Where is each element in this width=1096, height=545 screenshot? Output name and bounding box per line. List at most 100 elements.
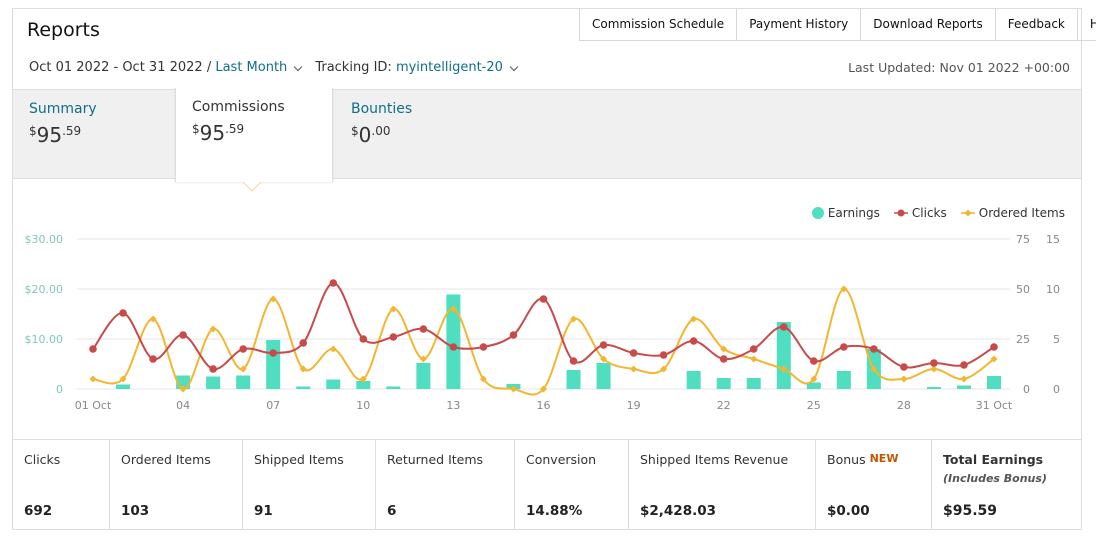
clicks-point [689,337,698,345]
new-badge: NEW [869,452,899,465]
earnings-bar [116,384,131,389]
chart-legend: Earnings Clicks Ordered Items [798,206,1065,220]
clicks-point [359,335,368,343]
earnings-bar [326,379,341,389]
clicks-point [960,361,968,369]
ordered-items-legend-icon [960,209,975,217]
ordered-items-point [660,365,668,373]
ordered-items-point [870,365,878,373]
x-tick-label: 22 [717,399,731,412]
ordered-items-point [209,325,217,333]
clicks-point [599,341,608,349]
ordered-items-point [840,285,848,293]
earnings-bar [926,387,941,389]
clicks-point [389,333,398,341]
ordered-items-point [389,305,397,313]
ordered-items-point [600,355,608,363]
stat-value: 14.88% [526,503,583,519]
ordered-items-point [960,375,968,383]
tracking-id-dropdown[interactable]: myintelligent-20 [395,60,503,75]
clicks-point [269,349,278,357]
ordered-items-point [359,375,367,383]
stat-label: Conversion [526,452,597,467]
legend-clicks[interactable]: Clicks [893,206,947,220]
stat-label: Shipped Items Revenue [640,452,789,467]
help-button[interactable]: Help [1089,17,1096,31]
tab-bounties[interactable]: Bounties $0.00 [335,90,475,180]
top-navigation: Commission Schedule Payment History Down… [579,9,1096,41]
earnings-bar [566,370,581,389]
clicks-point [89,345,97,353]
earnings-bar [746,378,761,389]
tracking-id-label: Tracking ID: [315,60,392,75]
stat-value: 91 [254,503,273,519]
payment-history-button[interactable]: Payment History [737,9,862,40]
ordered-items-point [810,375,818,383]
chevron-down-icon[interactable] [509,62,519,71]
ordered-items-point [720,345,728,353]
legend-ordered-items[interactable]: Ordered Items [960,206,1065,220]
ordered-items-point [299,365,307,373]
stat-label: Ordered Items [121,452,211,467]
stat-value: $0.00 [827,503,870,519]
ordered-items-point [630,365,638,373]
stat-value: 103 [121,503,150,519]
clicks-point [659,351,668,359]
ordered-items-point [179,385,187,393]
x-tick-label: 16 [537,399,551,412]
x-tick-label: 31 Oct [976,399,1013,412]
clicks-point [569,357,578,365]
tab-bounties-label: Bounties [351,101,413,117]
clicks-point [119,309,127,317]
ordered-items-point [239,365,247,373]
earnings-bar [716,378,731,389]
period-dropdown[interactable]: Last Month [215,60,288,75]
clicks-point [149,355,157,363]
clicks-point [539,295,548,303]
clicks-point [419,325,428,333]
y-left-tick-label: $30.00 [25,233,64,246]
stat-returned-items: Returned Items 6 [376,440,515,530]
clicks-point [870,345,878,353]
earnings-bar [987,376,1001,389]
ordered-items-point [509,385,517,393]
earnings-legend-icon [811,207,824,219]
clicks-point [990,343,998,351]
feedback-button[interactable]: Feedback [996,9,1078,40]
earnings-bar [836,371,851,389]
ordered-items-point [930,365,938,373]
earnings-bar [416,363,431,389]
clicks-point [449,343,458,351]
tab-summary[interactable]: Summary $95.59 [13,90,173,180]
y-right-clicks-tick-label: 25 [1016,333,1030,346]
x-tick-label: 19 [627,399,641,412]
chevron-down-icon[interactable] [294,62,303,71]
tab-commissions[interactable]: Commissions $95.59 [175,88,333,182]
clicks-legend-icon [893,209,908,217]
stat-label: Total Earnings (Includes Bonus) [943,452,1070,485]
ordered-items-point [780,365,788,373]
ordered-items-point [540,385,547,393]
earnings-bar [236,375,251,389]
legend-ordered-items-label: Ordered Items [978,206,1065,220]
legend-earnings[interactable]: Earnings [811,206,880,220]
ordered-items-point [329,345,337,353]
legend-clicks-label: Clicks [911,206,947,220]
y-right-items-tick-label: 5 [1053,333,1060,346]
date-range: Oct 01 2022 - Oct 31 2022 / [29,60,212,75]
page-title: Reports [27,19,100,41]
stat-value: 692 [24,503,53,519]
download-reports-button[interactable]: Download Reports [861,9,996,40]
clicks-point [840,343,848,351]
earnings-bar [686,371,701,389]
earnings-bar [266,340,281,389]
commission-schedule-button[interactable]: Commission Schedule [580,9,738,40]
ordered-items-point [900,375,908,383]
ordered-items-point [449,305,457,313]
legend-earnings-label: Earnings [827,206,880,220]
bounties-amount: $0.00 [351,123,391,147]
summary-amount: $95.59 [29,123,82,147]
commissions-amount: $95.59 [192,121,245,145]
clicks-point [900,363,908,371]
clicks-point [719,355,728,363]
